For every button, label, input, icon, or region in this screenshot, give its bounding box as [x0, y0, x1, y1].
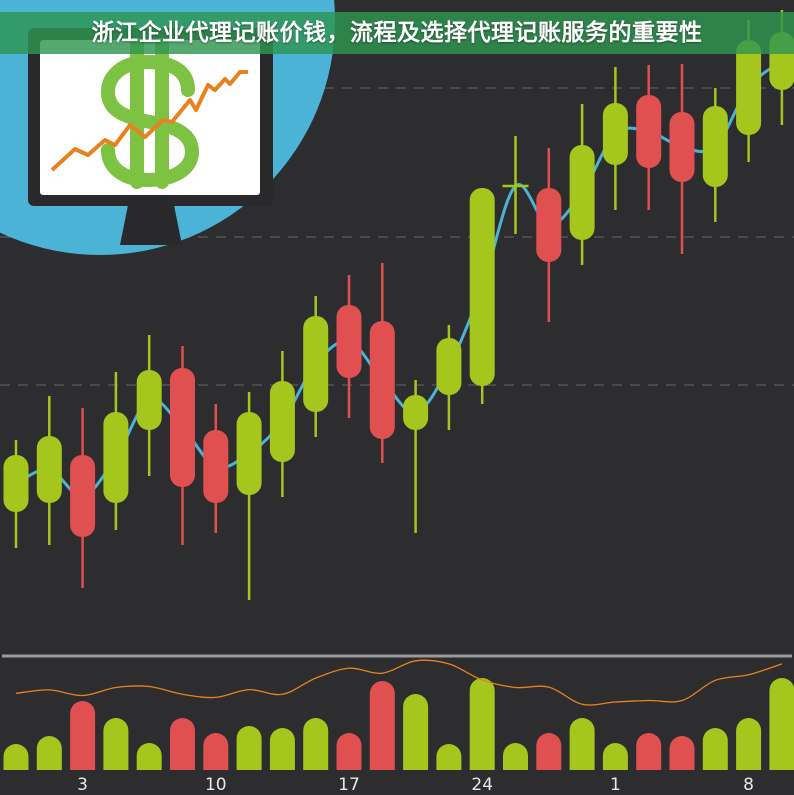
volume-bar: [369, 681, 395, 782]
candle-up: [269, 381, 295, 462]
x-tick-label: 10: [205, 775, 227, 795]
volume-bar: [769, 678, 794, 782]
volume-bar: [303, 718, 329, 782]
volume-trend-line: [15, 659, 783, 706]
x-tick-label: 24: [471, 775, 493, 795]
volume-bar: [170, 718, 195, 782]
moving-average-line: [15, 59, 783, 498]
candle-up: [236, 412, 262, 495]
volume-bar: [236, 726, 262, 782]
candle-up: [736, 40, 762, 135]
volume-bar: [103, 718, 129, 782]
candle-down: [669, 112, 695, 182]
volume-axis-area: [0, 770, 794, 795]
x-tick-label: 1: [610, 775, 621, 795]
volume-bar: [336, 733, 362, 782]
volume-bar: [469, 678, 495, 782]
candle-up: [3, 455, 29, 512]
candle-up: [103, 412, 129, 503]
candle-down: [170, 368, 195, 487]
volume-bar: [736, 718, 762, 782]
title-banner: [0, 12, 794, 54]
x-tick-label: 8: [743, 775, 754, 795]
volume-bar: [70, 701, 96, 782]
candle-up: [36, 436, 62, 503]
x-tick-label: 3: [77, 775, 88, 795]
volume-bar: [702, 728, 728, 782]
volume-bar: [203, 733, 229, 782]
candle-up: [469, 188, 495, 386]
candle-down: [70, 455, 96, 537]
candle-up: [569, 145, 595, 240]
candle-up: [403, 395, 429, 430]
volume-bar: [269, 728, 295, 782]
candle-down: [369, 321, 395, 439]
candle-up: [136, 370, 162, 430]
candle-up: [702, 106, 728, 187]
x-tick-label: 17: [338, 775, 360, 795]
candle-up: [303, 316, 329, 412]
candle-up: [436, 338, 462, 395]
volume-bar: [536, 733, 562, 782]
volume-bar: [636, 733, 662, 782]
page-title: 浙江企业代理记账价钱，流程及选择代理记账服务的重要性: [91, 20, 703, 46]
candle-up: [602, 103, 628, 165]
candle-down: [536, 188, 562, 262]
volume-bar: [403, 694, 429, 782]
candle-down: [636, 95, 662, 168]
candle-down: [336, 305, 362, 378]
volume-bar: [569, 718, 595, 782]
candle-down: [203, 430, 229, 503]
